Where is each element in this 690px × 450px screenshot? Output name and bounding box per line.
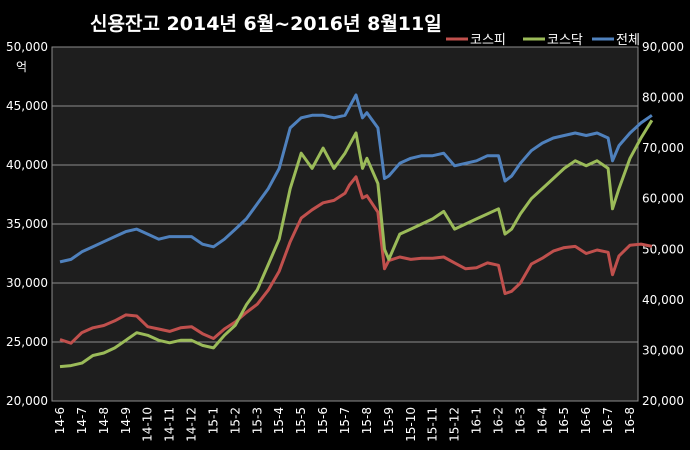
right-tick-label: 80,000 bbox=[642, 91, 684, 105]
right-tick-label: 30,000 bbox=[642, 343, 684, 357]
legend: 코스피 코스닥 전체 bbox=[446, 33, 640, 48]
x-tick-label: 16-5 bbox=[557, 407, 571, 434]
legend-label: 전체 bbox=[616, 33, 640, 48]
x-tick-label: 16-3 bbox=[513, 407, 527, 434]
x-tick-label: 14-11 bbox=[163, 407, 177, 442]
series-line bbox=[59, 175, 653, 345]
x-tick-label: 16-7 bbox=[601, 407, 615, 434]
left-tick-label: 50,000 bbox=[6, 40, 48, 54]
right-tick-label: 50,000 bbox=[642, 242, 684, 256]
x-axis-ticks: 14-6 14-7 14-8 14-9 14-10 14-11 14-12 15-1 15-2 1… bbox=[53, 407, 637, 442]
series-lines bbox=[59, 93, 654, 369]
right-tick-label: 60,000 bbox=[642, 192, 684, 206]
x-tick-label: 14-10 bbox=[141, 407, 155, 442]
x-tick-label: 15-2 bbox=[228, 407, 242, 434]
x-tick-label: 14-7 bbox=[75, 407, 89, 434]
x-tick-label: 15-1 bbox=[206, 407, 220, 434]
right-tick-label: 70,000 bbox=[642, 141, 684, 155]
left-tick-label: 20,000 bbox=[6, 394, 48, 408]
x-tick-label: 14-8 bbox=[97, 407, 111, 434]
x-tick-label: 15-8 bbox=[360, 407, 374, 434]
x-tick-label: 15-4 bbox=[272, 407, 286, 434]
series-line bbox=[59, 119, 654, 369]
left-tick-label: 45,000 bbox=[6, 99, 48, 113]
x-tick-label: 14-12 bbox=[185, 407, 199, 442]
x-tick-label: 15-3 bbox=[250, 407, 264, 434]
chart-title: 신용잔고 2014년 6월~2016년 8월11일 bbox=[90, 13, 442, 35]
x-tick-label: 14-6 bbox=[53, 407, 67, 434]
left-tick-label: 25,000 bbox=[6, 335, 48, 349]
x-tick-label: 16-8 bbox=[623, 407, 637, 434]
series-line bbox=[59, 93, 653, 264]
left-tick-label: 30,000 bbox=[6, 276, 48, 290]
x-tick-label: 16-1 bbox=[470, 407, 484, 434]
legend-label: 코스닥 bbox=[547, 33, 583, 48]
x-tick-label: 14-9 bbox=[119, 407, 133, 434]
right-tick-label: 20,000 bbox=[642, 394, 684, 408]
legend-label: 코스피 bbox=[470, 33, 506, 48]
left-tick-label: 40,000 bbox=[6, 158, 48, 172]
x-tick-label: 15-12 bbox=[448, 407, 462, 442]
left-axis-unit: 억 bbox=[16, 60, 27, 74]
x-tick-label: 15-6 bbox=[316, 407, 330, 434]
right-tick-label: 40,000 bbox=[642, 293, 684, 307]
x-tick-label: 16-4 bbox=[535, 407, 549, 434]
gridlines bbox=[52, 105, 638, 343]
x-tick-label: 16-2 bbox=[491, 407, 505, 434]
x-tick-label: 15-10 bbox=[404, 407, 418, 442]
x-tick-label: 15-7 bbox=[338, 407, 352, 434]
right-tick-label: 90,000 bbox=[642, 40, 684, 54]
left-axis-ticks: 20,000 25,000 30,000 35,000 40,000 45,000 50,0… bbox=[6, 40, 48, 408]
left-tick-label: 35,000 bbox=[6, 217, 48, 231]
x-tick-label: 15-9 bbox=[382, 407, 396, 434]
x-tick-label: 15-5 bbox=[294, 407, 308, 434]
x-tick-label: 15-11 bbox=[426, 407, 440, 442]
x-tick-label: 16-6 bbox=[579, 407, 593, 434]
right-axis-ticks: 20,000 30,000 40,000 50,000 60,000 70,000 80,0… bbox=[642, 40, 684, 408]
